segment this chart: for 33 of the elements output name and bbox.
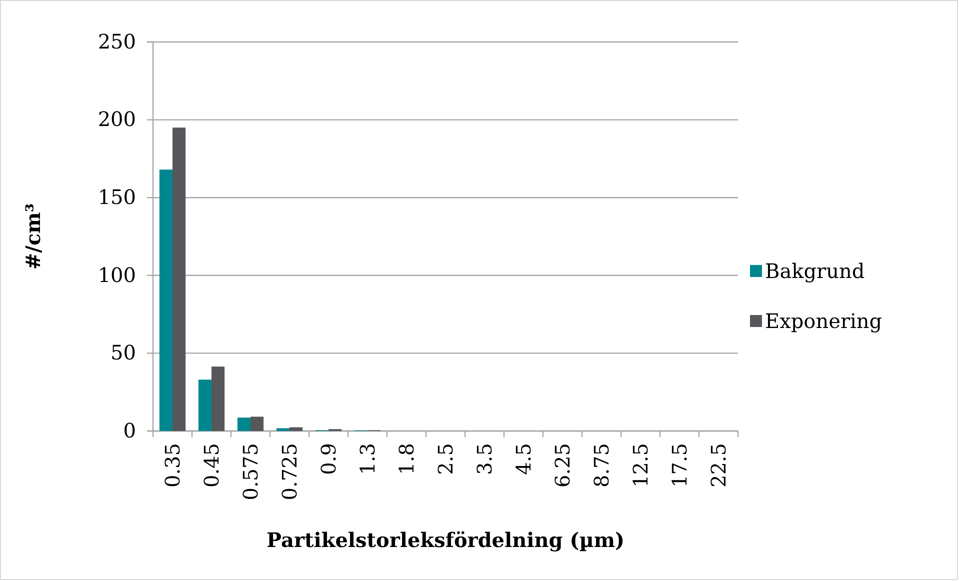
y-tick-label: 0 — [123, 418, 136, 442]
bar — [172, 128, 186, 431]
x-tick-label: 1.8 — [394, 443, 418, 475]
bar — [250, 416, 264, 431]
bar — [276, 428, 290, 431]
y-tick-label: 250 — [98, 29, 136, 54]
y-axis-title: #/cm³ — [21, 203, 45, 270]
x-tick-label: 1.3 — [356, 443, 380, 475]
y-tick-label: 100 — [98, 262, 136, 287]
x-tick-label: 4.5 — [512, 443, 536, 475]
x-axis-title: Partikelstorleksfördelning (µm) — [266, 528, 624, 552]
x-tick-label: 0.575 — [238, 443, 262, 500]
bar — [159, 170, 172, 431]
x-tick-label: 0.9 — [316, 443, 340, 475]
x-tick-label: 12.5 — [628, 443, 652, 488]
y-tick-label: 200 — [98, 107, 136, 132]
bar — [212, 366, 225, 431]
bar — [290, 427, 303, 431]
x-tick-label: 0.45 — [200, 443, 224, 488]
x-tick-label: 0.725 — [278, 443, 302, 500]
x-tick-label: 8.75 — [590, 443, 614, 488]
bar — [198, 380, 212, 431]
y-tick-label: 150 — [98, 185, 136, 209]
legend-label: Exponering — [765, 309, 882, 333]
x-tick-label: 3.5 — [472, 443, 496, 475]
legend-label: Bakgrund — [765, 259, 865, 283]
x-tick-label: 22.5 — [706, 443, 730, 488]
x-tick-label: 17.5 — [668, 443, 692, 488]
x-tick-label: 0.35 — [160, 443, 184, 488]
bar — [237, 418, 250, 431]
y-tick-label: 50 — [110, 340, 136, 365]
x-tick-label: 6.25 — [550, 443, 574, 488]
x-tick-label: 2.5 — [434, 443, 458, 475]
